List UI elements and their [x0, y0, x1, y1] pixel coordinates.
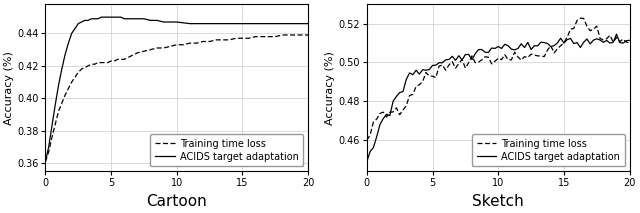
X-axis label: Sketch: Sketch — [472, 194, 524, 209]
Y-axis label: Accuracy (%): Accuracy (%) — [4, 51, 14, 125]
Y-axis label: Accuracy (%): Accuracy (%) — [326, 51, 335, 125]
Legend: Training time loss, ACIDS target adaptation: Training time loss, ACIDS target adaptat… — [150, 134, 303, 167]
X-axis label: Cartoon: Cartoon — [147, 194, 207, 209]
Legend: Training time loss, ACIDS target adaptation: Training time loss, ACIDS target adaptat… — [472, 134, 625, 167]
